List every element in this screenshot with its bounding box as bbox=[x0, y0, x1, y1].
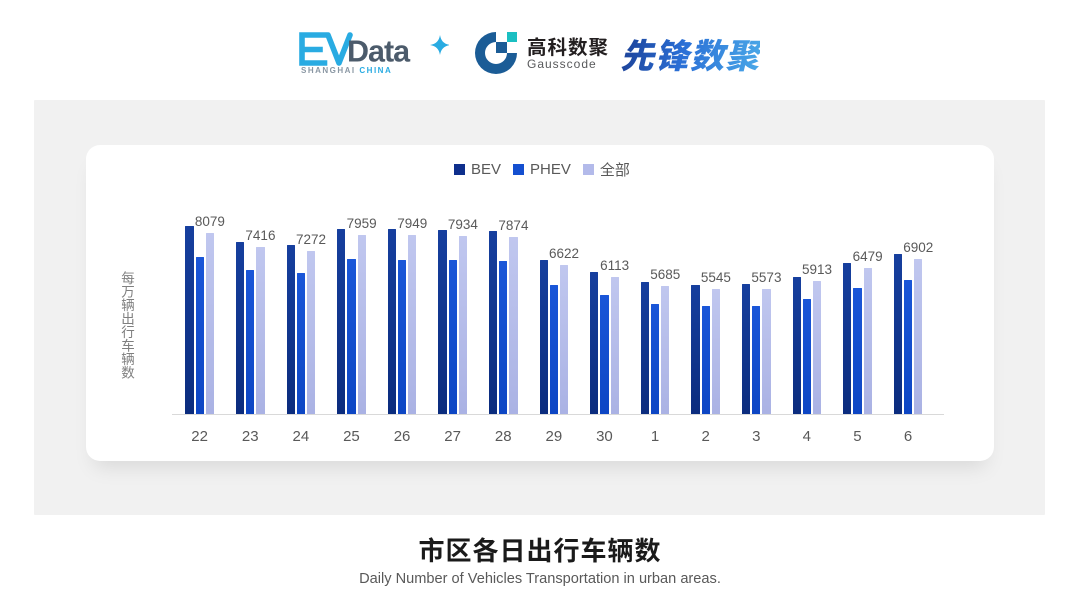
svg-text:Data: Data bbox=[347, 34, 411, 68]
